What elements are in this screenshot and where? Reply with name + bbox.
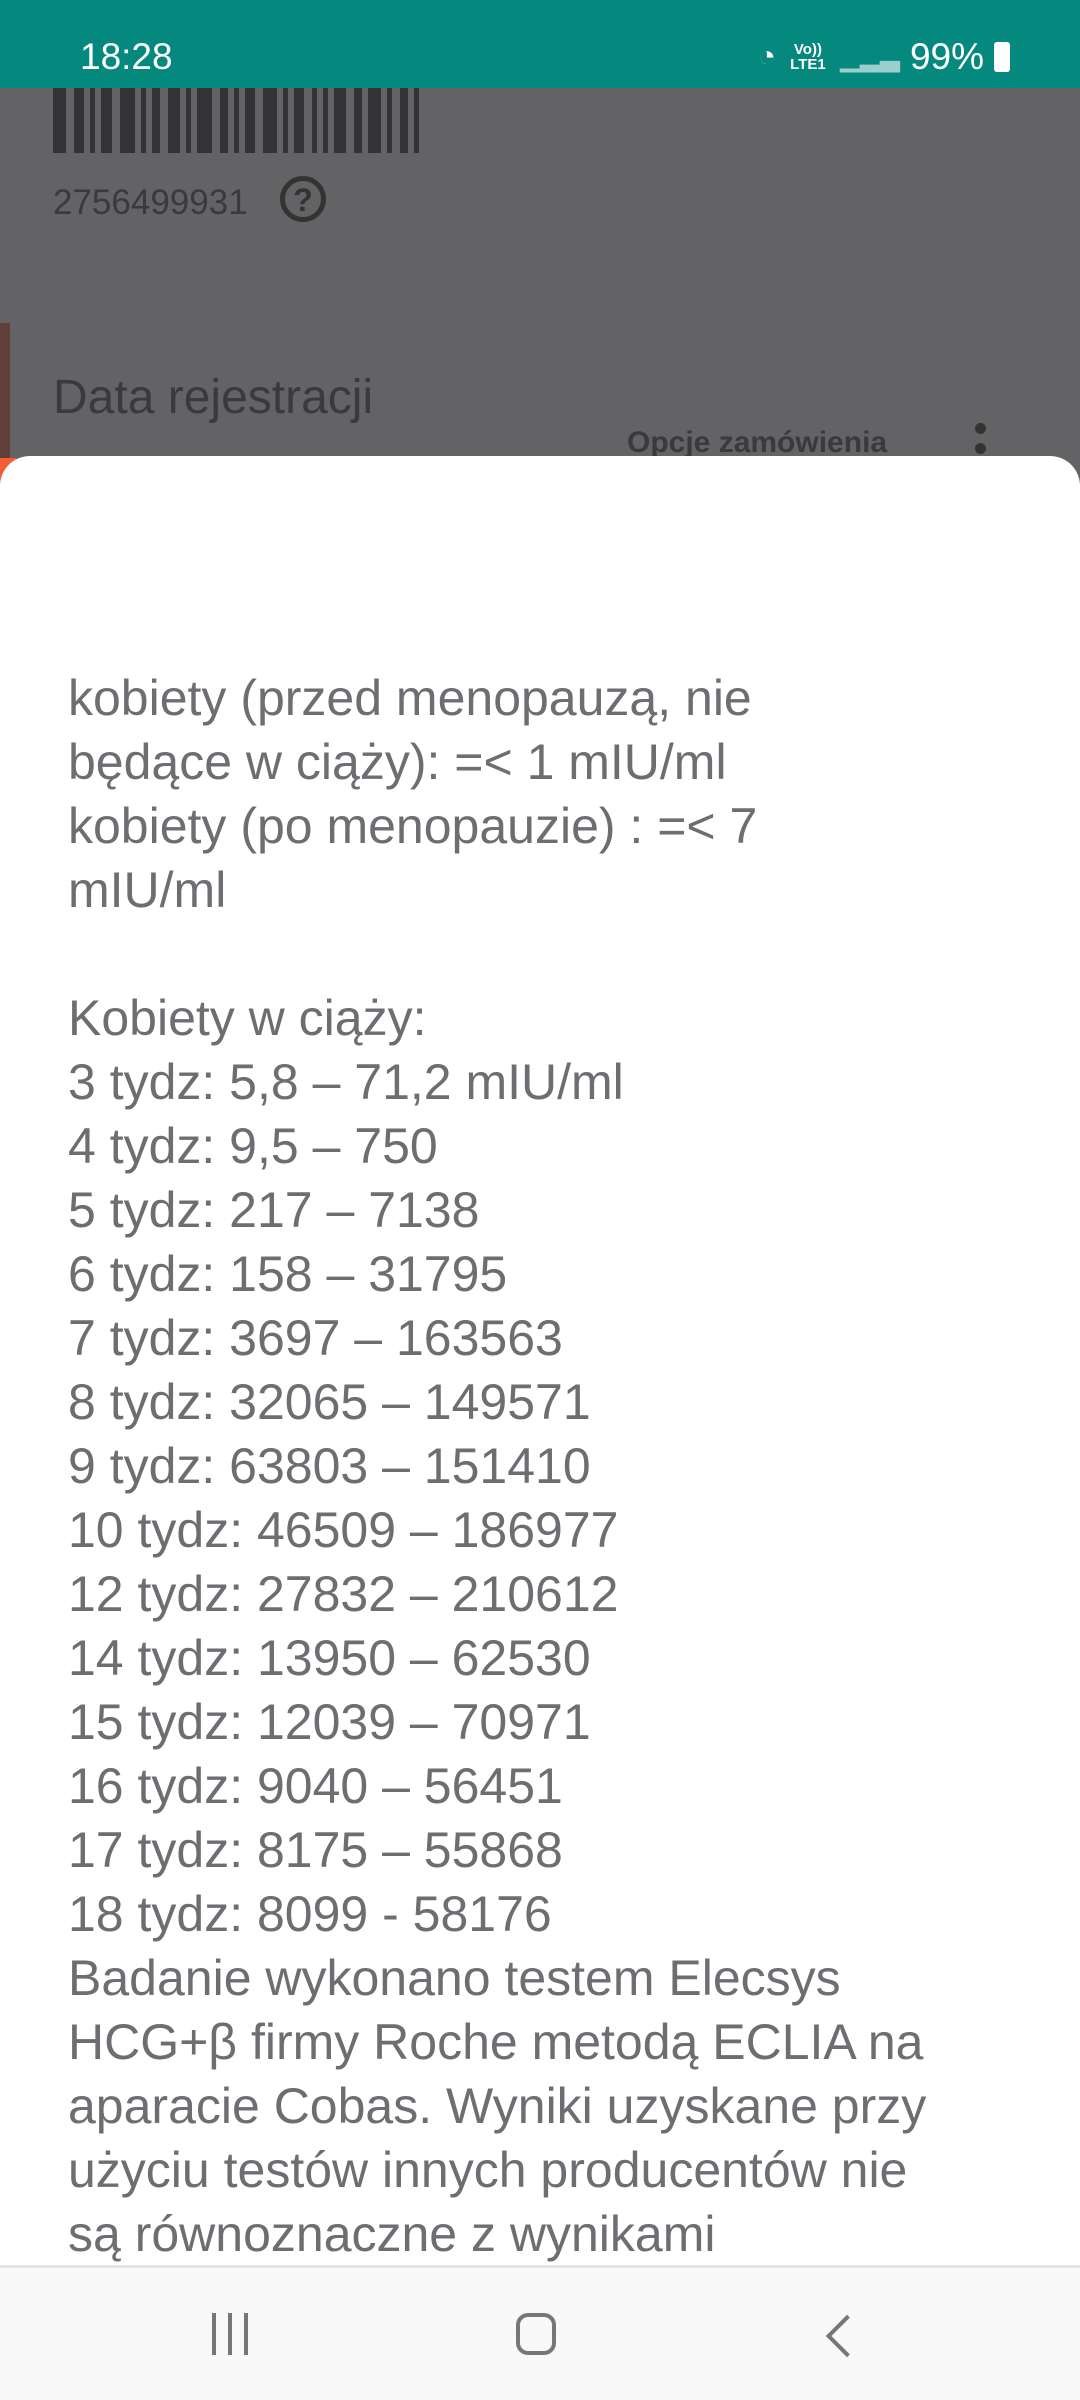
text-line: mIU/ml: [68, 862, 227, 918]
text-line: 5 tydz: 217 – 7138: [68, 1182, 480, 1238]
text-line: 10 tydz: 46509 – 186977: [68, 1502, 619, 1558]
text-line: [68, 922, 926, 986]
text-line: aparacie Cobas. Wyniki uzyskane przy: [68, 2078, 927, 2134]
barcode-bar: [323, 88, 329, 153]
wifi-icon: ◔: [757, 40, 776, 73]
barcode-bar: [152, 88, 161, 153]
status-strip: [0, 323, 10, 463]
barcode-bar: [233, 88, 239, 153]
barcode-bar: [283, 88, 289, 153]
help-icon[interactable]: ?: [280, 176, 326, 222]
dimmed-background: 2756499931 ? Data rejestracji Opcje zamó…: [0, 88, 1080, 463]
bottom-sheet: kobiety (przed menopauzą, nie będące w ci…: [0, 456, 1080, 2265]
barcode-bar: [414, 88, 420, 153]
signal-icon: ▁▂▃: [839, 41, 900, 72]
text-line: 12 tydz: 27832 – 210612: [68, 1566, 619, 1622]
barcode-bar: [219, 88, 228, 153]
barcode-bar: [244, 88, 255, 153]
text-line: 14 tydz: 13950 – 62530: [68, 1630, 591, 1686]
barcode-bar: [399, 88, 409, 153]
barcode-bar: [386, 88, 392, 153]
text-line: użyciu testów innych producentów nie: [68, 2142, 908, 2198]
barcode-number: 2756499931: [53, 183, 248, 222]
barcode: [53, 88, 425, 153]
more-options-icon[interactable]: [975, 423, 987, 463]
reference-ranges-text: kobiety (przed menopauzą, nie będące w ci…: [68, 666, 926, 2265]
barcode-bar: [262, 88, 278, 153]
barcode-bar: [141, 88, 147, 153]
text-line: 8 tydz: 32065 – 149571: [68, 1374, 591, 1430]
barcode-bar: [120, 88, 136, 153]
text-line: 18 tydz: 8099 - 58176: [68, 1886, 552, 1942]
text-line: 17 tydz: 8175 – 55868: [68, 1822, 563, 1878]
barcode-bar: [294, 88, 305, 153]
text-line: Kobiety w ciąży:: [68, 990, 427, 1046]
status-bar: 18:28 ◔ Vo)) LTE1 ▁▂▃ 99%: [0, 0, 1080, 88]
barcode-bar: [196, 88, 212, 153]
text-line: są równoznaczne z wynikami: [68, 2206, 716, 2262]
registration-date-label: Data rejestracji: [53, 371, 374, 424]
battery-icon: [994, 42, 1010, 72]
text-line: 3 tydz: 5,8 – 71,2 mIU/ml: [68, 1054, 624, 1110]
home-icon[interactable]: [516, 2313, 556, 2355]
barcode-bar: [90, 88, 95, 153]
barcode-bar: [367, 88, 381, 153]
barcode-bar: [185, 88, 191, 153]
text-line: 15 tydz: 12039 – 70971: [68, 1694, 591, 1750]
recent-apps-icon[interactable]: [212, 2313, 248, 2355]
order-options-button[interactable]: Opcje zamówienia: [627, 426, 888, 459]
barcode-bar: [168, 88, 180, 153]
text-line: Badanie wykonano testem Elecsys: [68, 1950, 841, 2006]
text-line: będące w ciąży): =< 1 mIU/ml: [68, 734, 727, 790]
barcode-bar: [334, 88, 346, 153]
navigation-bar: [0, 2265, 1080, 2400]
text-line: kobiety (po menopauzie) : =< 7: [68, 798, 758, 854]
barcode-bar: [100, 88, 113, 153]
network-label: Vo)) LTE1: [790, 41, 826, 73]
text-line: HCG+β firmy Roche metodą ECLIA na: [68, 2014, 924, 2070]
text-line: 9 tydz: 63803 – 151410: [68, 1438, 591, 1494]
text-line: 6 tydz: 158 – 31795: [68, 1246, 508, 1302]
status-time: 18:28: [80, 36, 173, 77]
barcode-bar: [74, 88, 84, 153]
text-line: kobiety (przed menopauzą, nie: [68, 670, 752, 726]
back-icon[interactable]: [825, 2314, 869, 2358]
barcode-bar: [53, 88, 67, 153]
text-line: 7 tydz: 3697 – 163563: [68, 1310, 563, 1366]
text-line: 4 tydz: 9,5 – 750: [68, 1118, 438, 1174]
battery-percent: 99%: [909, 36, 984, 77]
barcode-bar: [353, 88, 362, 153]
text-line: 16 tydz: 9040 – 56451: [68, 1758, 563, 1814]
barcode-bar: [312, 88, 318, 153]
